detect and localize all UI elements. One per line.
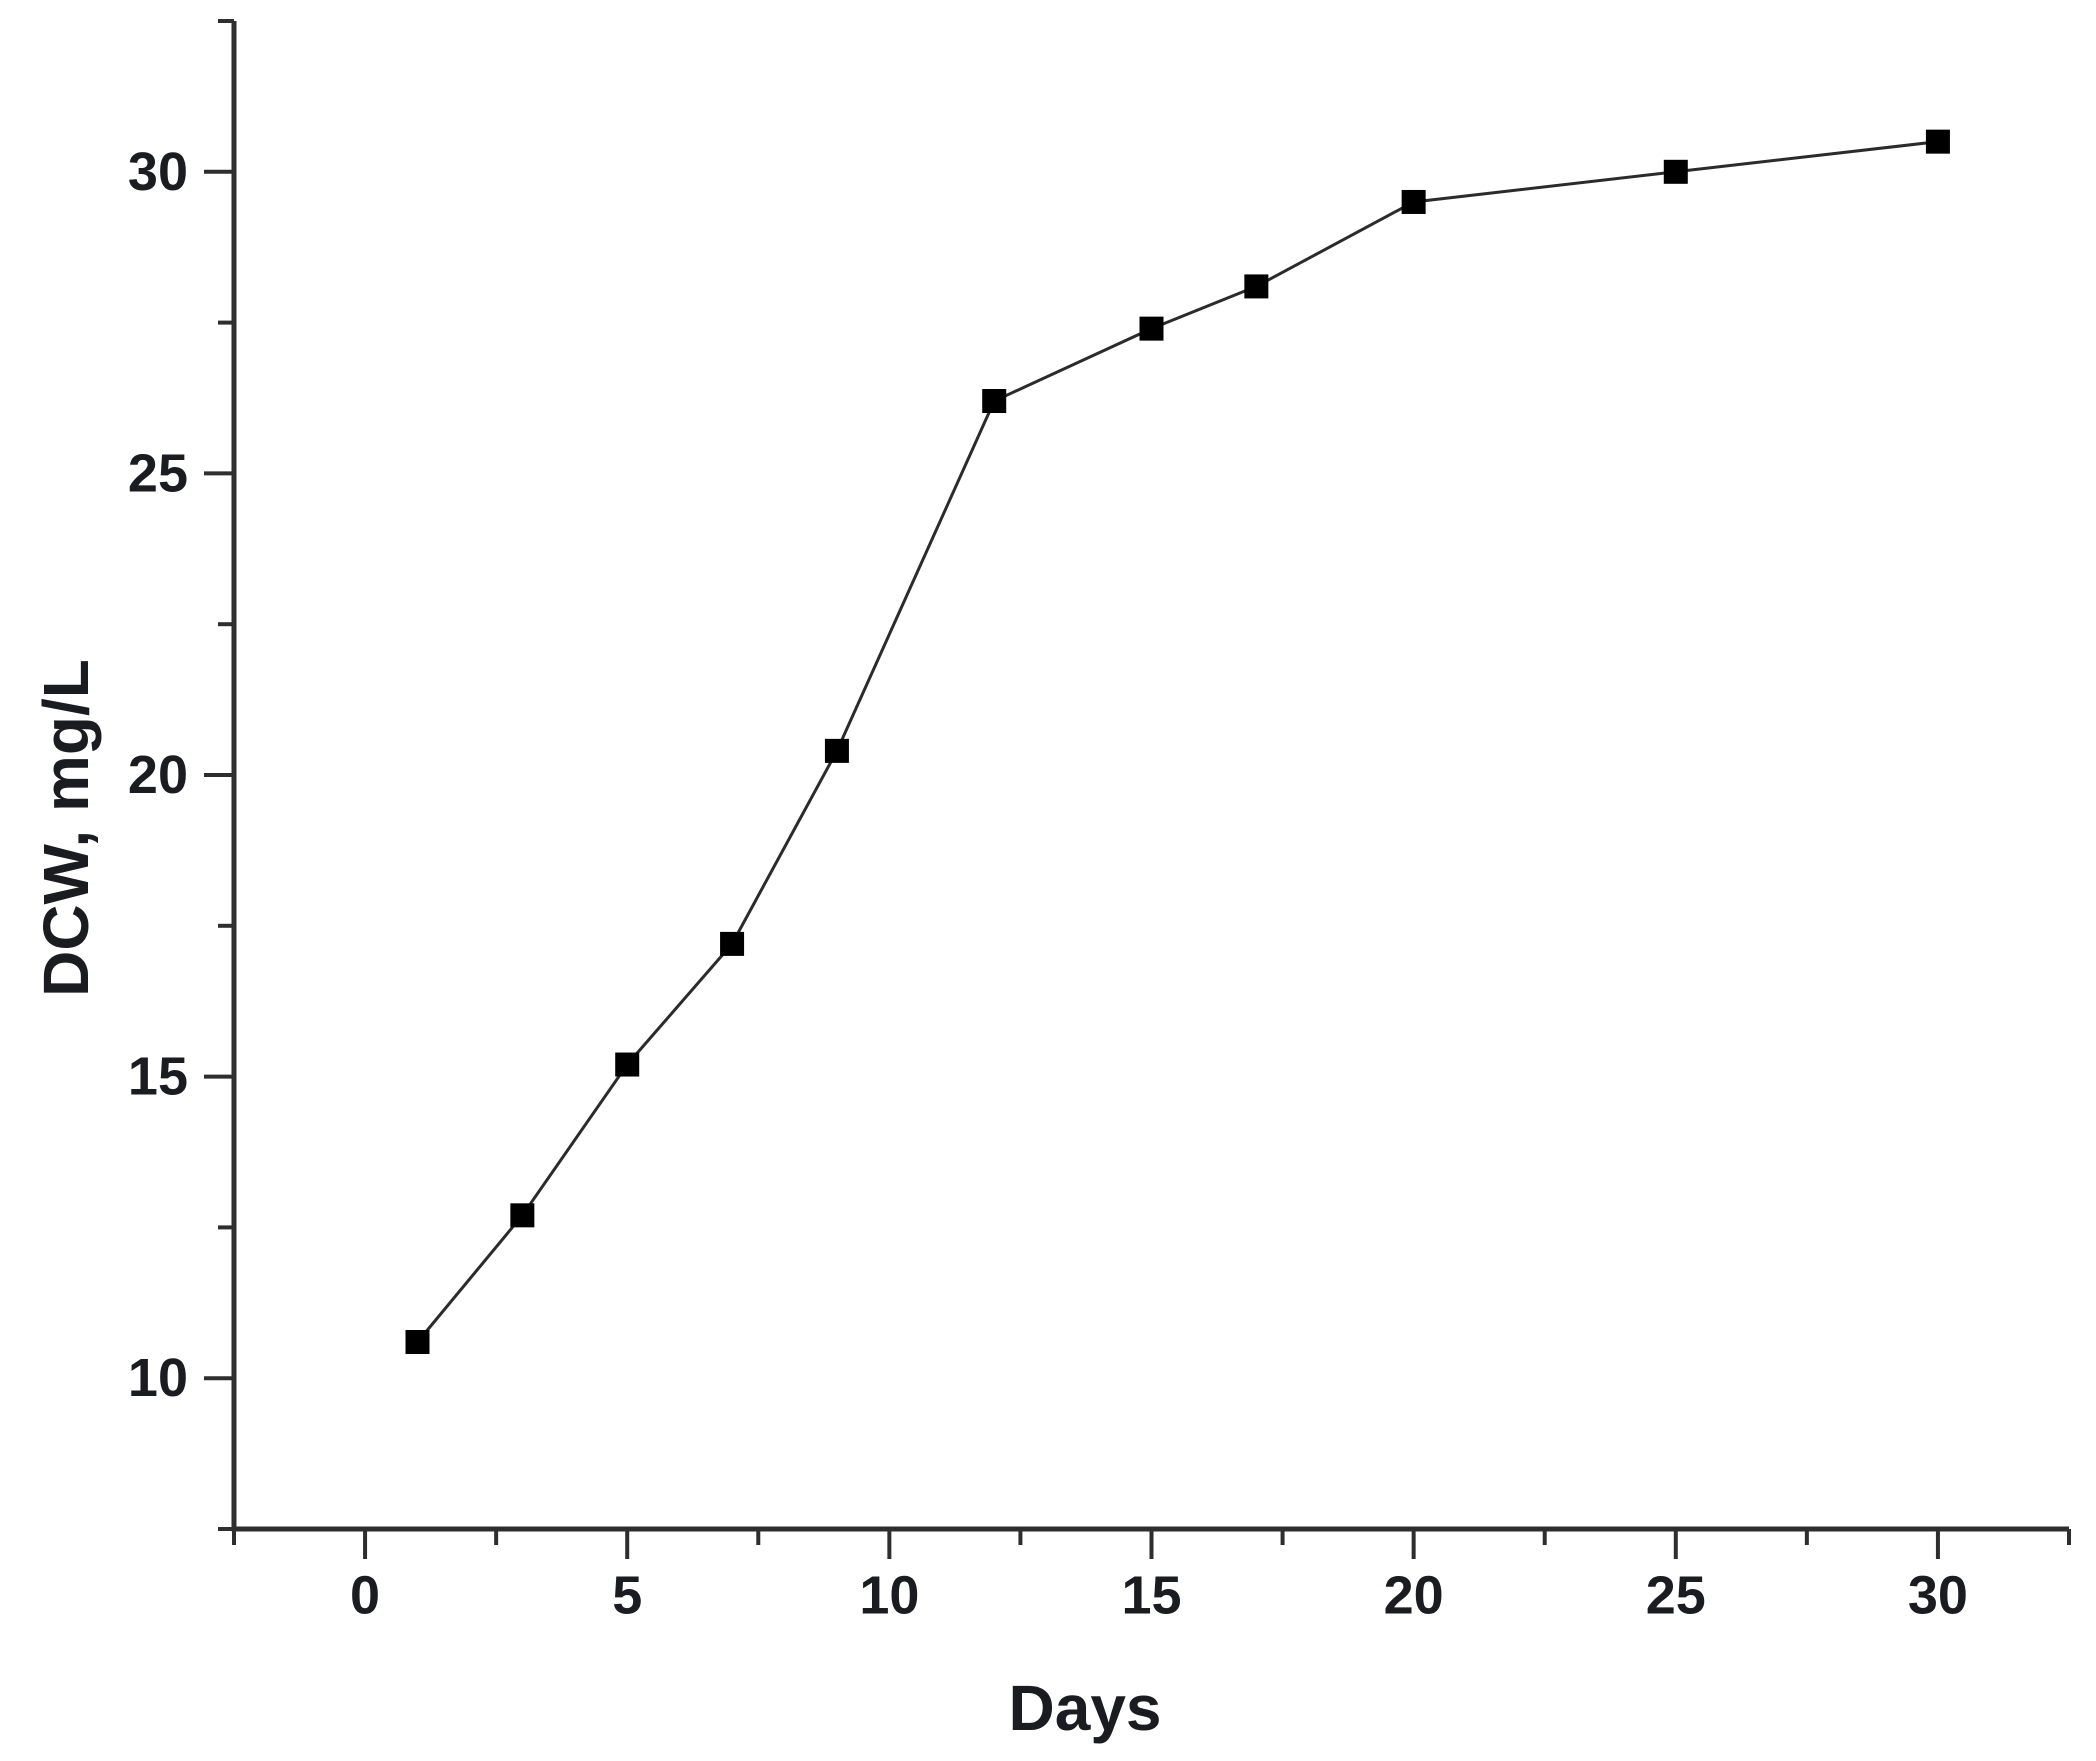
x-tick-label-10: 10 [859, 1565, 919, 1625]
y-axis-title: DCW, mg/L [30, 659, 102, 997]
data-point-day-12 [982, 389, 1007, 414]
y-tick-label-30: 30 [128, 142, 188, 202]
y-tick-label-10: 10 [128, 1348, 188, 1408]
data-point-day-30 [1925, 129, 1950, 154]
x-axis-title: Days [1009, 1672, 1162, 1744]
y-tick-label-20: 20 [128, 745, 188, 805]
x-tick-label-25: 25 [1646, 1565, 1706, 1625]
data-point-day-1 [405, 1330, 430, 1355]
data-point-day-9 [824, 738, 849, 763]
x-tick-label-15: 15 [1121, 1565, 1181, 1625]
data-point-day-5 [615, 1052, 640, 1077]
data-point-day-7 [720, 931, 745, 956]
data-point-day-3 [510, 1203, 535, 1228]
x-tick-label-30: 30 [1908, 1565, 1968, 1625]
x-tick-label-0: 0 [350, 1565, 380, 1625]
data-point-day-17 [1244, 274, 1269, 299]
data-point-day-20 [1401, 189, 1426, 214]
y-tick-label-25: 25 [128, 443, 188, 503]
data-point-day-15 [1139, 316, 1164, 341]
series-line-0 [416, 140, 1939, 1343]
x-tick-label-20: 20 [1384, 1565, 1444, 1625]
x-tick-label-5: 5 [612, 1565, 642, 1625]
data-point-day-25 [1663, 159, 1688, 184]
y-tick-label-15: 15 [128, 1047, 188, 1107]
